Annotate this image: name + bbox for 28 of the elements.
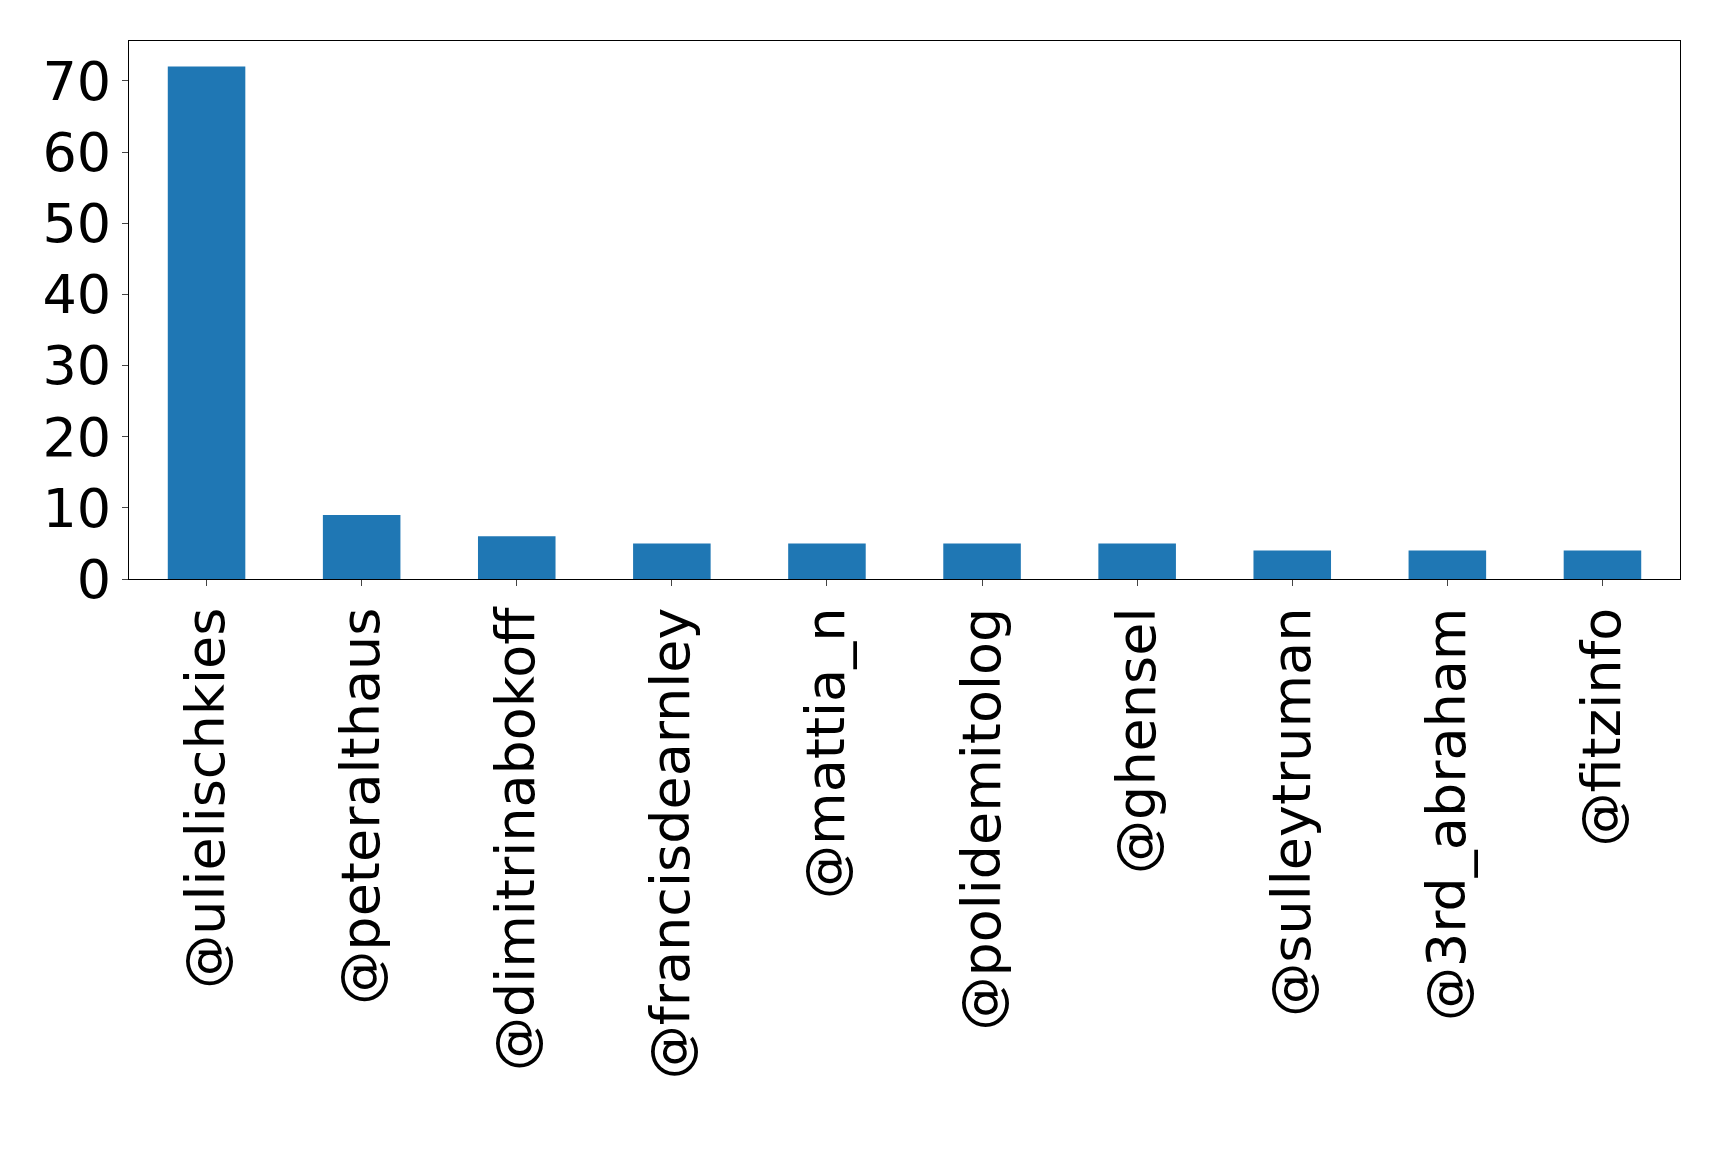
- x-tick-label: @fitzinfo: [1570, 607, 1633, 847]
- bar: [477, 536, 556, 579]
- bar: [943, 543, 1021, 579]
- x-tick-label: @sulleytruman: [1259, 607, 1323, 1017]
- y-tick-label: 50: [42, 192, 112, 256]
- x-tick-label: @3rd_abraham: [1414, 607, 1478, 1022]
- y-tick-label: 20: [42, 405, 112, 469]
- bar: [167, 66, 246, 579]
- y-tick-label: 60: [42, 120, 112, 184]
- x-tick-label: @ghensel: [1104, 607, 1168, 874]
- y-tick-label: 70: [42, 49, 112, 113]
- bar: [788, 543, 866, 579]
- bar: [322, 514, 401, 579]
- bar: [633, 543, 711, 579]
- y-tick-label: 0: [76, 547, 112, 611]
- bar: [1563, 550, 1642, 579]
- x-tick-label: @peteralthaus: [329, 607, 393, 1005]
- y-tick-label: 30: [42, 334, 112, 398]
- x-tick-label: @ulielischkies: [174, 607, 238, 989]
- bar: [1408, 550, 1487, 579]
- y-tick-label: 10: [42, 476, 112, 540]
- bar: [1253, 550, 1332, 579]
- x-tick-label: @polidemitolog: [949, 607, 1013, 1031]
- x-tick-label: @francisdearnley: [639, 607, 703, 1080]
- bar: [1098, 543, 1176, 579]
- y-tick-label: 40: [42, 263, 112, 327]
- x-tick-label: @dimitrinabokoff: [484, 605, 548, 1072]
- x-tick-label: @mattia_n: [794, 607, 858, 899]
